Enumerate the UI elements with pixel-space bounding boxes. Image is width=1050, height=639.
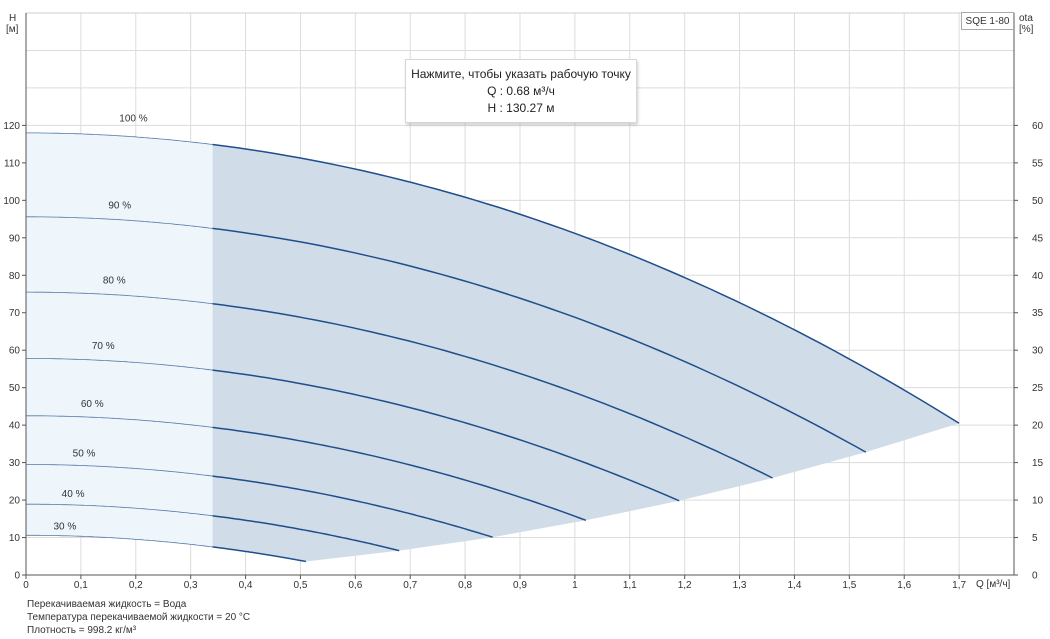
curve-low-flow <box>26 358 213 371</box>
curve-labels: 100 % 90 % 80 % 70 % 60 % 50 % 40 % 30 % <box>53 114 147 533</box>
axes: 0 0,1 0,2 0,3 0,4 0,5 0,6 0,7 0,8 0,9 1 1,1 1,2 1,3 1,… <box>3 13 1044 591</box>
x-tick-label: 1,5 <box>842 580 856 591</box>
y-left-tick-label: 100 <box>3 196 20 207</box>
curve-low-flow <box>26 503 213 517</box>
y-right-tick-label: 20 <box>1032 421 1044 432</box>
curve-low-flow <box>26 464 213 477</box>
tooltip-flow-value: Q : 0.68 м³/ч <box>487 84 555 98</box>
y-right-label-line2: [%] <box>1019 24 1034 35</box>
curve-operating <box>212 227 867 453</box>
x-tick-label: 1,1 <box>623 580 637 591</box>
curve-low-flow <box>26 216 213 229</box>
x-tick-label: 0,9 <box>513 580 527 591</box>
curve-label: 60 % <box>81 399 104 410</box>
curve-label: 50 % <box>73 449 96 460</box>
x-tick-label: 1,4 <box>787 580 801 591</box>
y-right-tick-label: 55 <box>1032 158 1044 169</box>
curve-operating <box>212 475 493 538</box>
x-tick-label: 0,1 <box>74 580 88 591</box>
curve-low-flow <box>26 132 213 145</box>
y-right-tick-label: 45 <box>1032 233 1044 244</box>
x-tick-label: 0,3 <box>184 580 198 591</box>
y-left-label-line1: H <box>9 13 16 24</box>
curve-operating <box>212 143 960 424</box>
y-left-tick-label: 110 <box>4 158 20 169</box>
fluid-notes: Перекачиваемая жидкость = Вода Температу… <box>27 598 250 637</box>
y-left-tick-label: 10 <box>9 533 21 544</box>
curve-label: 40 % <box>62 489 85 500</box>
curve-low-flow <box>26 291 213 305</box>
y-right-tick-label: 35 <box>1032 308 1044 319</box>
y-right-tick-label: 50 <box>1032 196 1044 207</box>
tooltip-head-value: H : 130.27 м <box>487 101 555 115</box>
y-left-tick-label: 20 <box>9 496 21 507</box>
y-right-tick-label: 10 <box>1032 496 1044 507</box>
y-left-tick-label: 30 <box>9 458 21 469</box>
y-left-label-line2: [м] <box>6 24 19 35</box>
curve-label: 70 % <box>92 341 115 352</box>
curve-label: 90 % <box>108 201 131 212</box>
y-right-label-line1: ota <box>1019 13 1033 24</box>
y-left-tick-label: 80 <box>9 271 21 282</box>
y-right-tick-label: 40 <box>1032 271 1044 282</box>
x-tick-label: 1,6 <box>897 580 911 591</box>
note-temperature: Температура перекачиваемой жидкости = 20… <box>27 612 251 623</box>
operating-regions <box>26 132 960 562</box>
y-left-tick-label: 90 <box>9 233 21 244</box>
y-right-tick-label: 15 <box>1032 458 1044 469</box>
curve-operating <box>212 369 680 502</box>
low-flow-region <box>26 132 213 547</box>
note-fluid: Перекачиваемая жидкость = Вода <box>27 599 187 610</box>
x-tick-label: 0,7 <box>403 580 417 591</box>
y-left-tick-label: 40 <box>9 421 21 432</box>
curve-label: 100 % <box>119 114 147 125</box>
x-tick-label: 0 <box>23 580 29 591</box>
curve-label: 30 % <box>53 521 76 532</box>
y-right-tick-label: 30 <box>1032 346 1044 357</box>
x-tick-label: 1,2 <box>678 580 692 591</box>
y-right-tick-label: 0 <box>1032 571 1038 582</box>
operating-point-tooltip[interactable]: Нажмите, чтобы указать рабочую точку Q :… <box>405 59 637 123</box>
curve-label: 80 % <box>103 276 126 287</box>
x-tick-label: 0,5 <box>293 580 307 591</box>
pump-model-badge: SQE 1-80 <box>961 12 1014 30</box>
curve-operating <box>212 426 587 522</box>
note-density: Плотность = 998.2 кг/м³ <box>27 625 137 636</box>
performance-curves <box>26 132 960 563</box>
y-left-tick-label: 70 <box>9 308 21 319</box>
curve-operating <box>212 302 773 479</box>
y-left-tick-label: 50 <box>9 383 21 394</box>
y-right-tick-label: 60 <box>1032 121 1044 132</box>
curve-operating <box>212 515 400 552</box>
y-left-tick-label: 0 <box>14 571 20 582</box>
curve-low-flow <box>26 415 213 428</box>
y-left-tick-label: 120 <box>3 121 20 132</box>
curve-operating <box>212 546 307 563</box>
x-tick-label: 1,3 <box>733 580 747 591</box>
x-tick-label: 0,2 <box>129 580 143 591</box>
tooltip-instruction: Нажмите, чтобы указать рабочую точку <box>411 67 631 81</box>
x-axis-label: Q [м³/ч] <box>976 579 1011 590</box>
y-left-tick-label: 60 <box>9 346 21 357</box>
y-right-tick-label: 5 <box>1032 533 1038 544</box>
x-tick-label: 0,4 <box>239 580 253 591</box>
x-tick-label: 0,6 <box>348 580 362 591</box>
y-right-tick-label: 25 <box>1032 383 1044 394</box>
x-tick-label: 1,7 <box>952 580 966 591</box>
x-tick-label: 0,8 <box>458 580 472 591</box>
curve-low-flow <box>26 534 213 548</box>
x-tick-label: 1 <box>572 580 578 591</box>
operating-region <box>212 144 960 562</box>
